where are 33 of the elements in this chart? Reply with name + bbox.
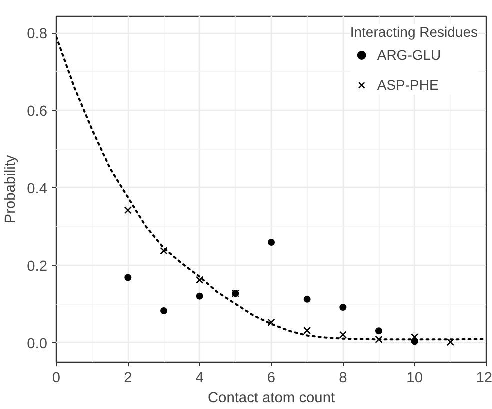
x-tick-label: 0	[52, 370, 61, 386]
x-tick-label: 10	[406, 370, 423, 386]
point	[268, 239, 275, 246]
point	[375, 336, 383, 344]
point	[268, 318, 276, 326]
point	[124, 206, 132, 214]
point	[124, 274, 132, 282]
x-tick-label: 4	[196, 370, 204, 386]
y-axis-title: Probability	[3, 154, 20, 224]
point	[196, 292, 204, 300]
y-tick-label: 0.8	[27, 26, 48, 43]
x-tick-label: 6	[267, 370, 276, 386]
y-tick-label: 0.4	[27, 181, 48, 198]
x-tick-label: 2	[124, 370, 132, 386]
point	[160, 308, 168, 315]
point	[340, 304, 347, 312]
point	[376, 328, 382, 335]
y-tick-label: 0.2	[27, 258, 48, 275]
y-tick-label: 0.0	[27, 336, 48, 352]
legend-label: ARG-GLU	[377, 47, 442, 63]
point	[304, 326, 312, 335]
point	[304, 296, 311, 303]
x-tick-label: 8	[339, 370, 348, 386]
x-axis-title: Contact atom count	[208, 390, 336, 406]
point	[196, 276, 204, 284]
legend-title: Interacting Residues	[350, 24, 478, 40]
legend-label: ASP-PHE	[377, 77, 439, 93]
point	[160, 247, 168, 255]
y-tick-label: 0.6	[27, 104, 48, 120]
point	[411, 334, 419, 342]
point	[339, 331, 347, 339]
point	[446, 338, 454, 346]
x-tick-label: 12	[476, 370, 492, 386]
